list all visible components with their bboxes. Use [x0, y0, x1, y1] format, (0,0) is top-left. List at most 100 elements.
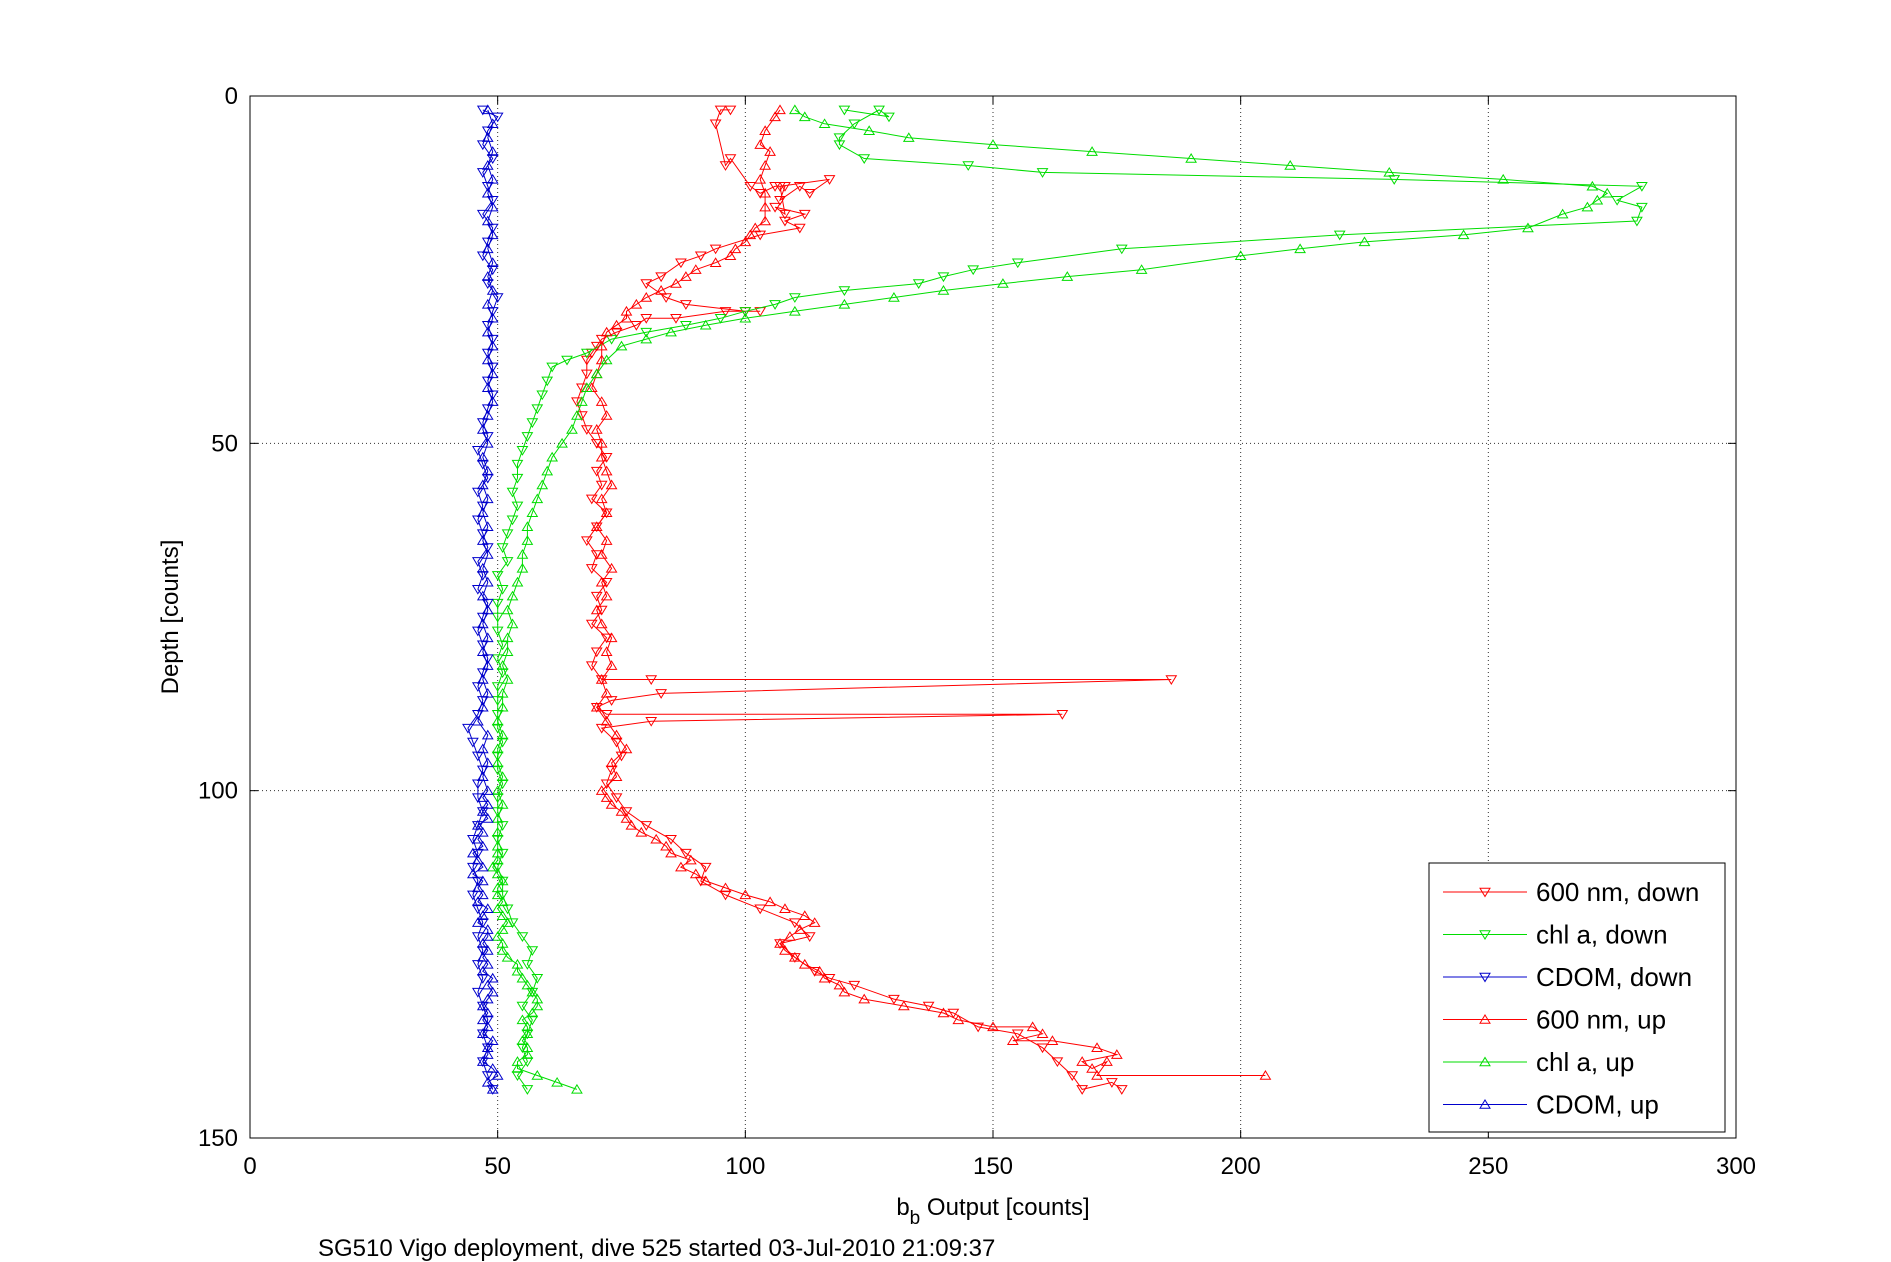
data-point-marker [481, 298, 494, 309]
series-600-nm-down [571, 105, 1178, 1095]
data-point-marker [467, 847, 479, 858]
data-point-marker [516, 932, 529, 943]
data-point-marker [798, 958, 811, 969]
data-point-marker [1056, 710, 1069, 720]
data-point-marker [937, 285, 950, 295]
data-point-marker [759, 160, 772, 170]
series-layer [462, 104, 1648, 1095]
data-point-marker [526, 986, 539, 997]
data-point-marker [496, 910, 509, 920]
data-point-marker [788, 104, 801, 115]
data-point-marker [521, 1049, 534, 1059]
data-point-marker [670, 278, 682, 288]
data-point-marker [471, 904, 484, 915]
data-point-marker [699, 319, 712, 330]
data-point-marker [714, 105, 727, 116]
data-point-marker [571, 410, 583, 420]
data-point-marker [600, 535, 613, 545]
data-point-marker [684, 854, 697, 865]
data-point-marker [521, 1028, 534, 1039]
data-point-marker [640, 314, 653, 324]
data-point-marker [521, 535, 534, 545]
data-point-marker [1046, 1035, 1059, 1045]
data-point-marker [595, 437, 608, 448]
data-point-marker [580, 382, 593, 393]
data-point-marker [793, 924, 806, 934]
data-point-marker [501, 604, 514, 615]
data-point-marker [526, 946, 539, 956]
data-point-marker [521, 1021, 534, 1032]
data-point-marker [759, 187, 772, 198]
data-point-marker [511, 1056, 524, 1066]
data-point-marker [699, 862, 712, 873]
x-tick-label: 250 [1468, 1153, 1508, 1180]
data-point-marker [491, 715, 504, 726]
data-point-marker [987, 1021, 999, 1032]
data-point-marker [833, 140, 846, 151]
data-point-marker [605, 757, 618, 768]
data-point-marker [709, 257, 722, 267]
data-point-marker [486, 201, 499, 212]
data-point-marker [848, 119, 861, 130]
data-point-marker [610, 327, 623, 338]
data-point-marker [476, 840, 489, 851]
data-point-marker [774, 104, 786, 115]
legend: 600 nm, down chl a, down CDOM, down 600 nm,… [1428, 862, 1726, 1133]
data-point-marker [585, 564, 598, 574]
data-point-marker [486, 146, 499, 156]
data-point-marker [689, 868, 702, 879]
data-point-marker [694, 251, 707, 262]
y-tick-label: 50 [211, 430, 238, 457]
series-chl-a-up [486, 104, 1614, 1094]
data-point-marker [491, 854, 504, 865]
data-point-marker [699, 875, 712, 886]
data-point-marker [521, 521, 534, 531]
data-point-marker [486, 368, 499, 379]
data-point-marker [491, 812, 504, 823]
data-point-marker [481, 271, 494, 281]
data-point-marker [476, 535, 489, 545]
data-point-marker [848, 980, 861, 991]
data-point-marker [476, 507, 489, 518]
data-point-marker [496, 729, 509, 740]
data-point-marker [481, 576, 494, 587]
data-point-marker [491, 612, 504, 623]
data-point-marker [481, 924, 494, 934]
data-point-marker [501, 632, 514, 643]
data-point-marker [471, 715, 484, 726]
data-point-marker [640, 327, 653, 338]
data-point-marker [496, 938, 509, 948]
data-point-marker [516, 1035, 529, 1045]
data-point-marker [620, 305, 633, 316]
data-point-marker [739, 307, 752, 317]
x-tick-label: 100 [725, 1153, 765, 1180]
data-point-marker [476, 1028, 489, 1039]
data-point-marker [1522, 222, 1534, 233]
data-point-marker [1086, 146, 1098, 156]
data-point-marker [476, 674, 489, 684]
data-point-marker [496, 799, 509, 809]
data-point-marker [922, 1001, 935, 1012]
data-point-marker [769, 202, 781, 213]
data-point-marker [521, 1057, 534, 1068]
data-point-marker [486, 1083, 499, 1094]
data-point-marker [556, 437, 568, 448]
data-point-marker [536, 390, 549, 401]
data-point-marker [506, 590, 519, 601]
data-point-marker [481, 326, 494, 337]
data-point-marker [462, 723, 474, 734]
data-point-marker [471, 882, 484, 893]
data-point-marker [491, 882, 504, 893]
data-point-marker [496, 543, 509, 553]
data-point-marker [858, 993, 871, 1004]
data-point-marker [501, 557, 514, 567]
data-point-marker [600, 715, 613, 726]
data-point-marker [496, 924, 509, 934]
data-point-marker [605, 799, 618, 809]
data-point-marker [873, 105, 885, 116]
data-point-marker [749, 222, 762, 233]
data-point-marker [620, 743, 633, 754]
data-point-marker [531, 493, 544, 504]
data-point-marker [883, 112, 895, 123]
data-point-marker [481, 993, 494, 1004]
